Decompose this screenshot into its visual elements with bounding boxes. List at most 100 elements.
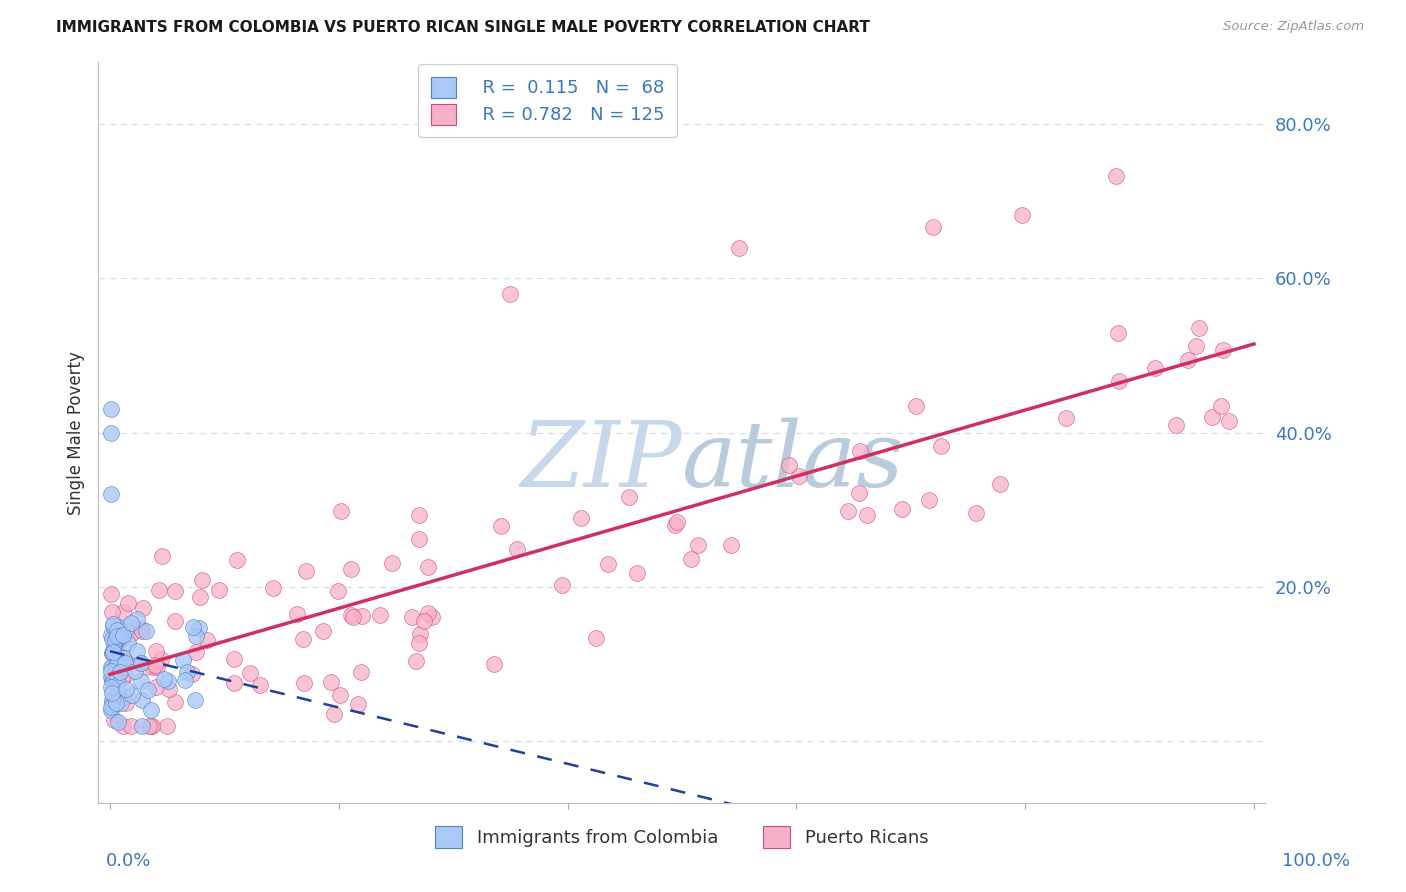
- Point: [174, 673, 197, 688]
- Point: [101, 605, 124, 619]
- Point: [905, 399, 928, 413]
- Point: [125, 644, 148, 658]
- Point: [112, 690, 135, 705]
- Point: [368, 608, 391, 623]
- Point: [146, 659, 169, 673]
- Point: [124, 664, 146, 678]
- Point: [188, 590, 211, 604]
- Point: [112, 651, 135, 665]
- Point: [101, 644, 124, 658]
- Point: [408, 636, 430, 650]
- Point: [100, 660, 122, 674]
- Point: [405, 654, 427, 668]
- Point: [156, 719, 179, 733]
- Point: [506, 542, 529, 557]
- Point: [787, 469, 810, 483]
- Point: [111, 719, 134, 733]
- Point: [129, 657, 152, 671]
- Point: [108, 628, 131, 642]
- Point: [100, 664, 122, 678]
- Point: [294, 564, 316, 578]
- Point: [323, 707, 346, 722]
- Point: [100, 628, 122, 642]
- Point: [190, 573, 212, 587]
- Point: [101, 617, 124, 632]
- Point: [142, 660, 165, 674]
- Point: [598, 558, 620, 572]
- Point: [929, 439, 952, 453]
- Point: [100, 703, 122, 717]
- Point: [103, 619, 125, 633]
- Point: [107, 649, 129, 664]
- Point: [105, 660, 128, 674]
- Point: [111, 671, 134, 685]
- Point: [114, 656, 136, 670]
- Point: [100, 673, 122, 687]
- Point: [101, 692, 124, 706]
- Point: [720, 538, 742, 552]
- Point: [101, 632, 124, 646]
- Point: [1164, 418, 1187, 433]
- Point: [965, 506, 987, 520]
- Point: [107, 655, 129, 669]
- Point: [100, 700, 122, 714]
- Point: [181, 666, 204, 681]
- Point: [346, 697, 368, 711]
- Point: [103, 713, 125, 727]
- Point: [1144, 360, 1167, 375]
- Point: [664, 518, 686, 533]
- Point: [1105, 169, 1128, 183]
- Point: [148, 582, 170, 597]
- Point: [100, 587, 122, 601]
- Text: ZIP: ZIP: [520, 418, 682, 507]
- Point: [239, 665, 262, 680]
- Point: [163, 584, 186, 599]
- Point: [262, 581, 284, 595]
- Point: [416, 607, 439, 621]
- Point: [127, 612, 149, 626]
- Point: [150, 549, 173, 563]
- Point: [326, 584, 349, 599]
- Point: [890, 502, 912, 516]
- Point: [138, 719, 160, 733]
- Text: Source: ZipAtlas.com: Source: ZipAtlas.com: [1223, 20, 1364, 33]
- Point: [420, 610, 443, 624]
- Point: [413, 615, 436, 629]
- Point: [110, 631, 132, 645]
- Point: [181, 620, 204, 634]
- Point: [100, 698, 122, 712]
- Point: [285, 607, 308, 621]
- Point: [1212, 343, 1234, 358]
- Point: [107, 632, 129, 646]
- Point: [131, 656, 153, 670]
- Point: [134, 659, 156, 673]
- Point: [1201, 410, 1223, 425]
- Point: [108, 664, 131, 678]
- Point: [131, 601, 153, 615]
- Point: [187, 621, 209, 635]
- Point: [141, 719, 163, 733]
- Point: [311, 624, 333, 638]
- Point: [329, 688, 352, 702]
- Point: [159, 681, 181, 696]
- Point: [105, 629, 128, 643]
- Point: [1188, 321, 1211, 335]
- Point: [103, 697, 125, 711]
- Point: [117, 636, 139, 650]
- Point: [585, 631, 607, 645]
- Point: [1107, 326, 1129, 340]
- Point: [138, 682, 160, 697]
- Point: [1184, 338, 1206, 352]
- Point: [837, 504, 859, 518]
- Point: [110, 665, 132, 680]
- Point: [340, 607, 363, 622]
- Point: [1054, 410, 1077, 425]
- Point: [135, 624, 157, 638]
- Point: [350, 665, 373, 679]
- Point: [114, 668, 136, 682]
- Point: [779, 458, 801, 472]
- Point: [131, 719, 153, 733]
- Point: [330, 504, 353, 518]
- Point: [1108, 374, 1130, 388]
- Point: [1177, 353, 1199, 368]
